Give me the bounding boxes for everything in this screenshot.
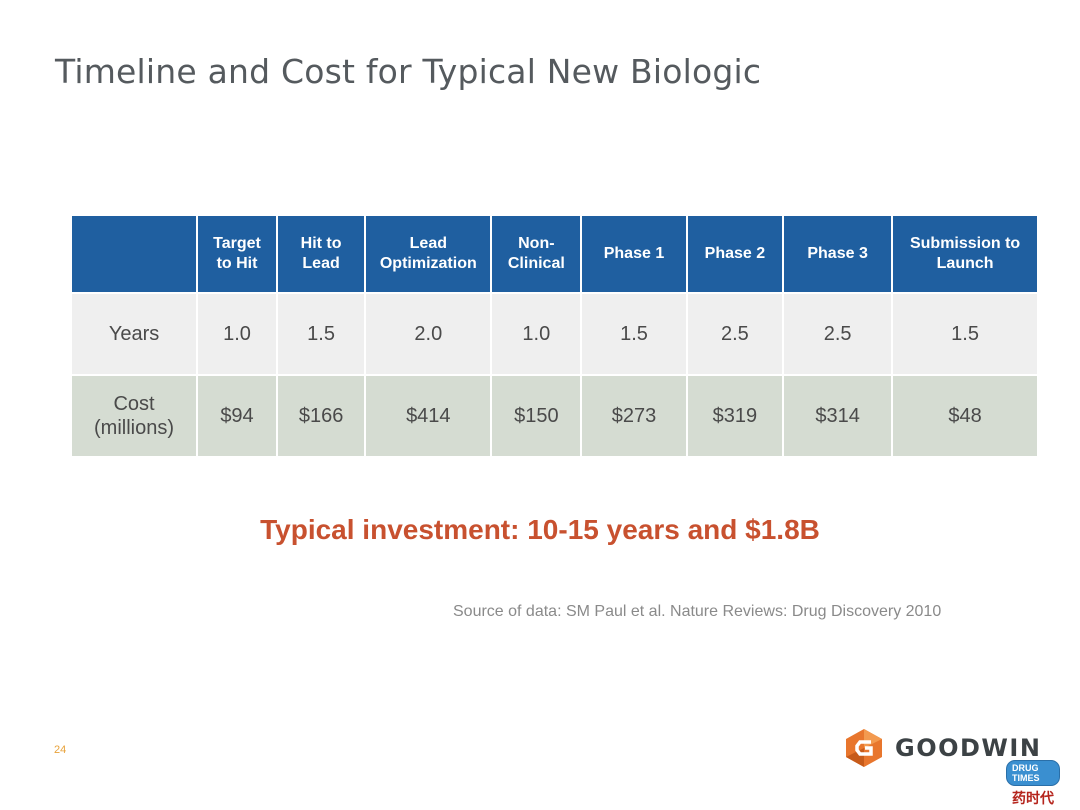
header-hit-to-lead: Hit to Lead	[277, 216, 365, 292]
header-line: Clinical	[507, 255, 565, 272]
header-phase-2: Phase 2	[687, 216, 783, 292]
header-lead-optimization: Lead Optimization	[366, 216, 491, 292]
table-cell: $150	[492, 376, 581, 456]
header-line: Non-	[518, 235, 555, 252]
header-line: Phase 2	[704, 245, 766, 262]
table-cell: $414	[366, 376, 491, 456]
table-cell: 2.5	[687, 294, 783, 374]
investment-headline: Typical investment: 10-15 years and $1.8…	[260, 514, 820, 545]
table-cell: 1.0	[492, 294, 581, 374]
header-line: Hit to	[300, 235, 342, 252]
header-line: Lead	[302, 255, 340, 272]
slide-title: Timeline and Cost for Typical New Biolog…	[55, 52, 762, 91]
row-label-cost: Cost (millions)	[72, 376, 197, 456]
table-cell: 1.0	[198, 294, 276, 374]
drugtimes-watermark: DRUG TIMES 药时代	[1006, 760, 1060, 807]
header-submission-to-launch: Submission to Launch	[893, 216, 1037, 292]
table-cell: 2.5	[784, 294, 892, 374]
table-row-years: Years 1.0 1.5 2.0 1.0 1.5 2.5 2.5 1.5	[72, 294, 1037, 374]
table-cell: $319	[687, 376, 783, 456]
logo-text: GOODWIN	[895, 734, 1042, 762]
header-line: Submission to	[909, 235, 1021, 252]
table-cell: $94	[198, 376, 276, 456]
table-cell: $48	[893, 376, 1037, 456]
header-phase-3: Phase 3	[784, 216, 892, 292]
goodwin-logo: GOODWIN	[845, 728, 1041, 768]
table-cell: $166	[277, 376, 365, 456]
header-non-clinical: Non- Clinical	[492, 216, 581, 292]
watermark-text: 药时代	[1012, 791, 1054, 807]
header-line: to Hit	[216, 255, 258, 272]
page-number: 24	[54, 744, 67, 756]
goodwin-g-hexagon-icon	[846, 729, 882, 767]
watermark-badge: DRUG TIMES	[1006, 760, 1060, 786]
table-cell: 1.5	[582, 294, 686, 374]
header-line: Phase 3	[807, 245, 868, 262]
table-cell: 2.0	[366, 294, 491, 374]
source-note: Source of data: SM Paul et al. Nature Re…	[453, 603, 942, 620]
header-target-to-hit: Target to Hit	[198, 216, 276, 292]
table-cell: 1.5	[277, 294, 365, 374]
timeline-cost-table: Target to Hit Hit to Lead Lead Optimizat…	[70, 214, 1039, 458]
table-row-cost: Cost (millions) $94 $166 $414 $150 $273 …	[72, 376, 1037, 456]
header-phase-1: Phase 1	[582, 216, 686, 292]
table-cell: 1.5	[893, 294, 1037, 374]
header-line: Phase 1	[603, 245, 665, 262]
row-label-years: Years	[72, 294, 197, 374]
row-label-line: Cost	[113, 393, 155, 415]
table-header-row: Target to Hit Hit to Lead Lead Optimizat…	[72, 216, 1037, 292]
table-cell: $273	[582, 376, 686, 456]
row-label-line: Years	[108, 323, 160, 345]
table-corner-cell	[72, 216, 197, 292]
header-line: Target	[213, 235, 261, 252]
header-line: Launch	[936, 255, 994, 272]
header-line: Lead	[409, 235, 447, 252]
header-line: Optimization	[379, 255, 477, 272]
table-cell: $314	[784, 376, 892, 456]
row-label-line: (millions)	[94, 417, 175, 439]
